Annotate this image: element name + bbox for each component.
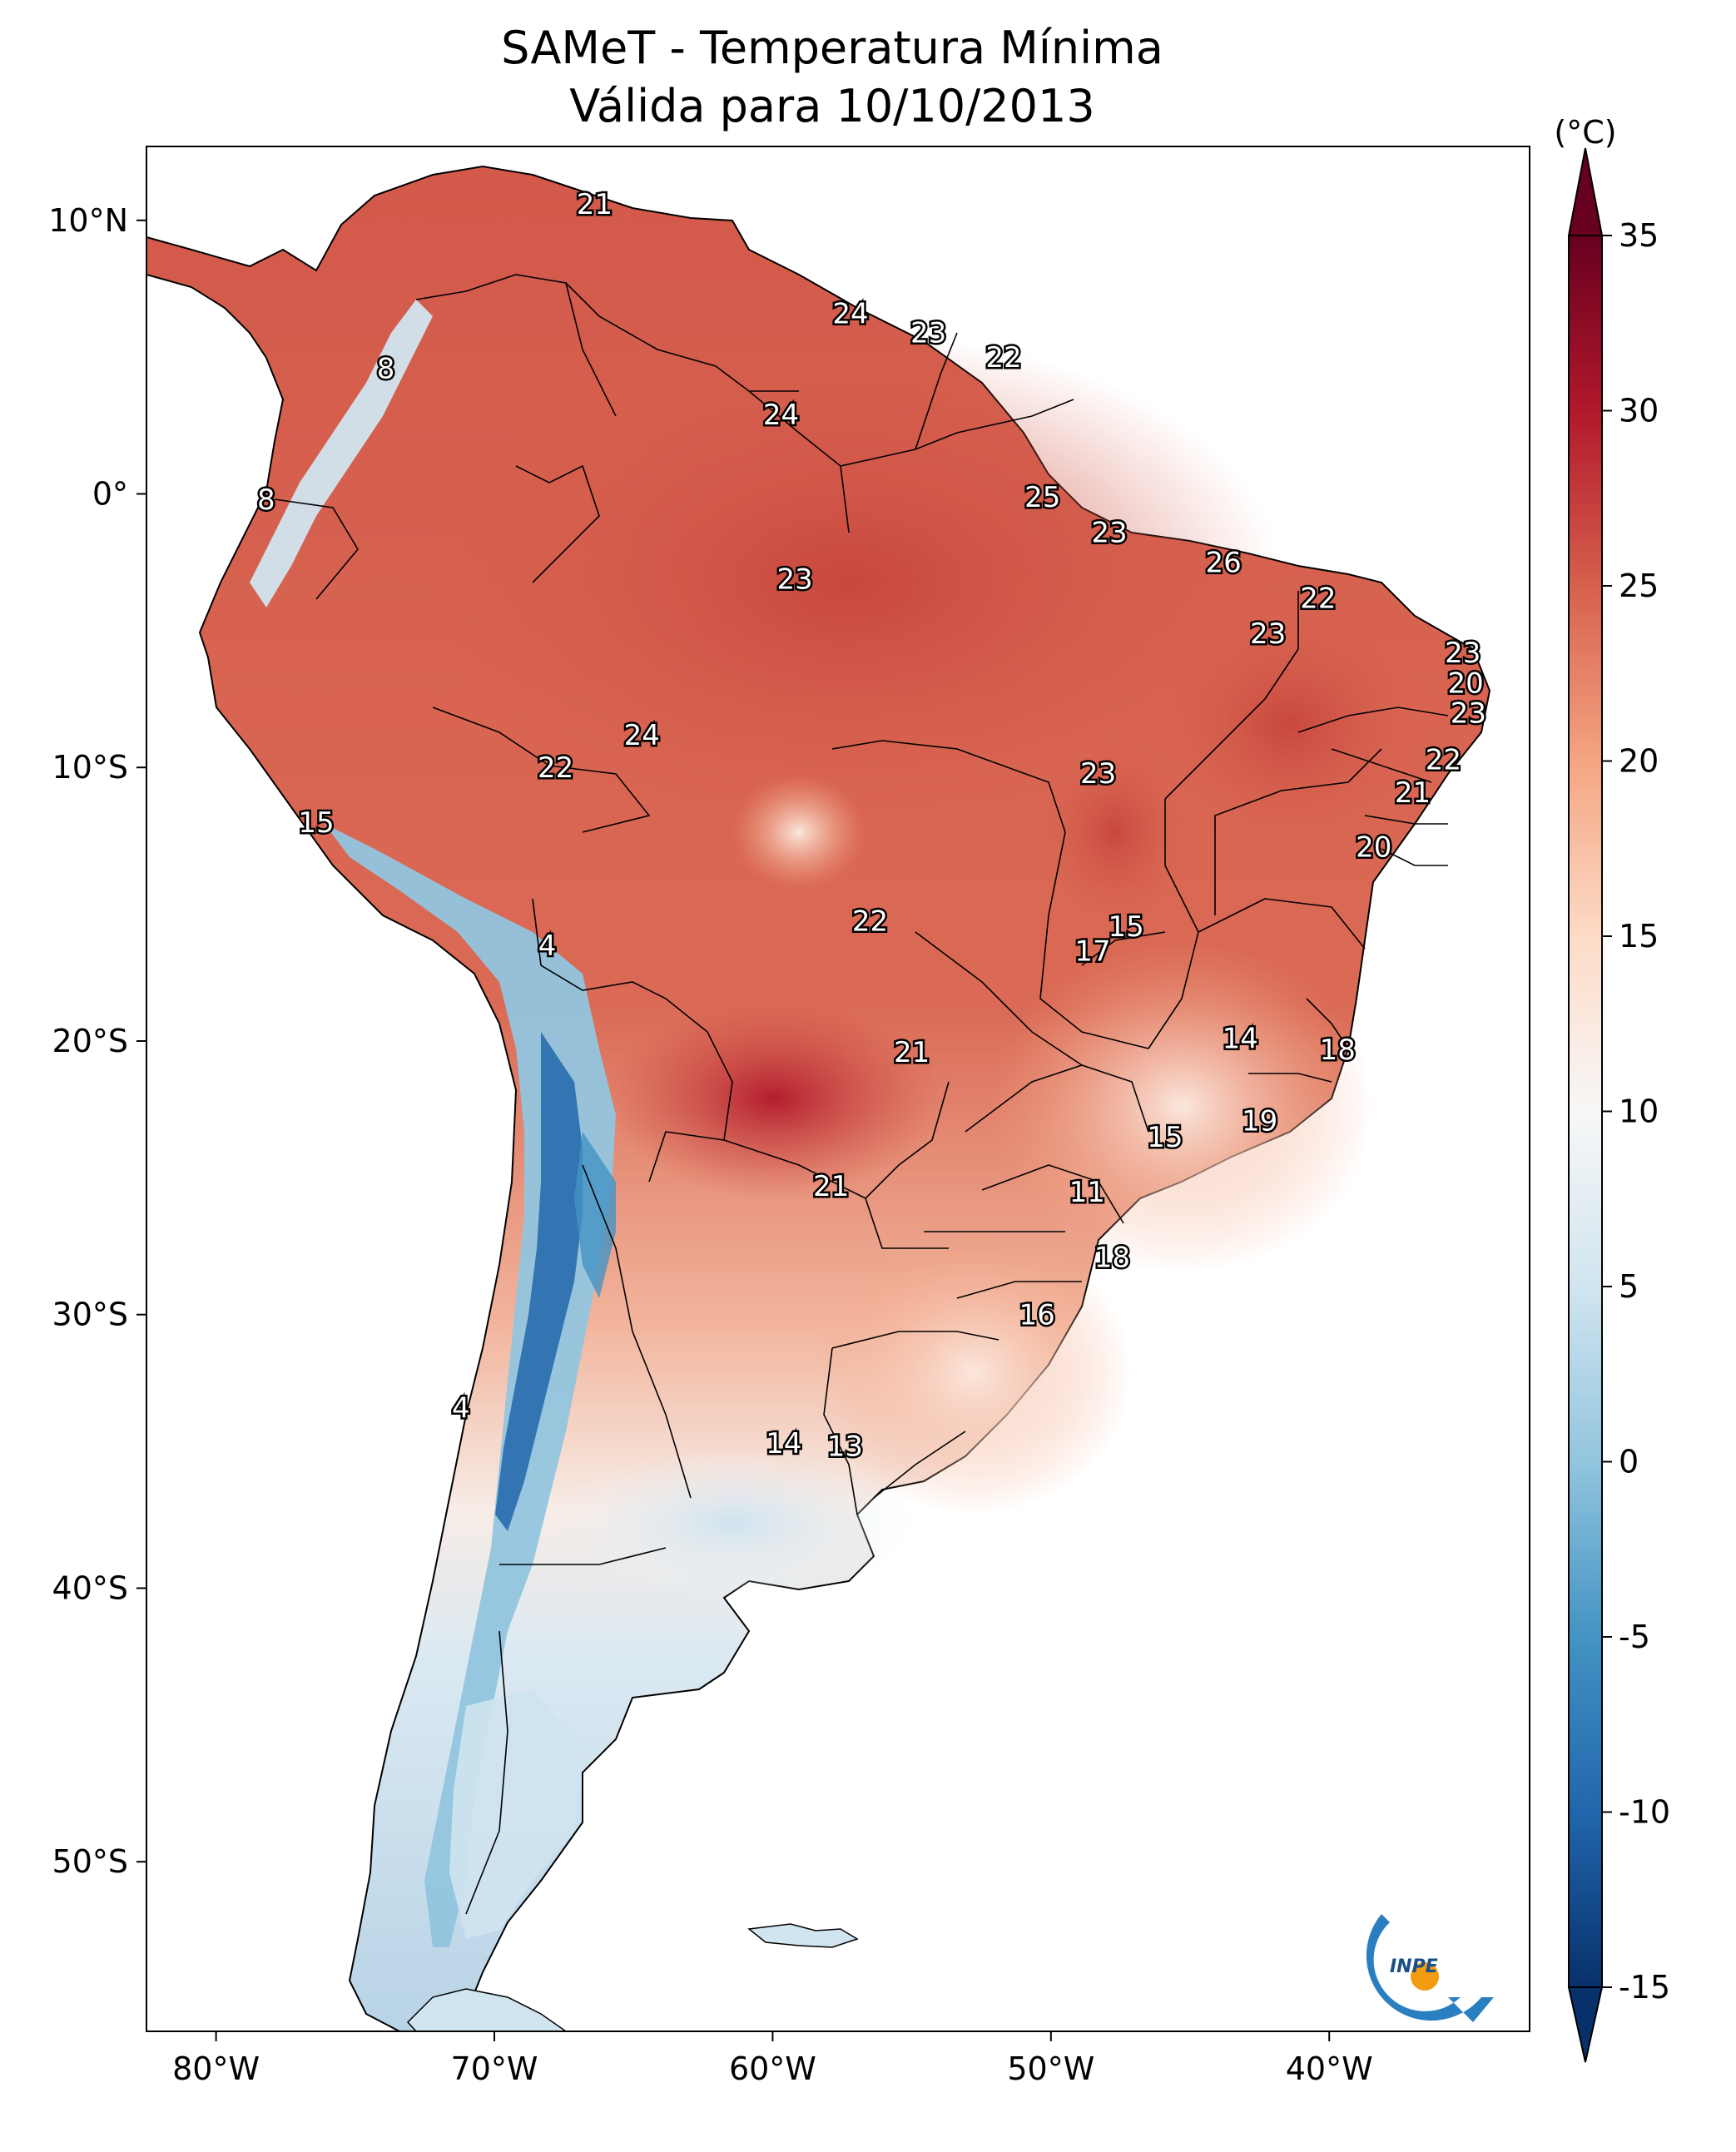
- station-value-label: 20: [1356, 831, 1391, 865]
- temperature-field: [146, 165, 1491, 2031]
- colorbar-tick-label: 25: [1619, 568, 1659, 604]
- station-value-label: 14: [1223, 1023, 1258, 1056]
- lat-tick-label: 0°: [92, 475, 128, 512]
- colorbar-tick-label: 10: [1619, 1093, 1659, 1130]
- station-value-label: 24: [624, 719, 660, 752]
- lon-tick-label: 70°W: [451, 2050, 538, 2087]
- colorbar-tick-label: 15: [1619, 918, 1659, 955]
- colorbar-tick-label: -15: [1619, 1969, 1670, 2006]
- station-value-label: 18: [1320, 1034, 1356, 1067]
- station-value-label: 22: [1300, 582, 1336, 615]
- station-value-label: 24: [763, 399, 799, 432]
- station-value-label: 4: [452, 1391, 470, 1425]
- station-value-label: 21: [894, 1036, 930, 1069]
- station-value-label: 22: [538, 751, 573, 785]
- station-value-label: 17: [1074, 935, 1110, 968]
- colorbar-ticks: 35 30 25 20 15 10 5 0 -5 -10 -15: [1602, 217, 1670, 2006]
- colorbar-tick-label: 0: [1619, 1444, 1639, 1480]
- station-value-label: 23: [1080, 757, 1116, 791]
- inpe-logo: INPE: [1366, 1914, 1494, 2022]
- station-value-label: 15: [1147, 1121, 1183, 1154]
- station-value-label: 8: [377, 352, 395, 385]
- station-value-label: 22: [985, 341, 1021, 374]
- station-value-label: 22: [1426, 743, 1461, 776]
- lon-tick-label: 80°W: [172, 2050, 260, 2087]
- station-value-label: 15: [1108, 910, 1143, 944]
- inpe-logo-text: INPE: [1390, 1956, 1438, 1977]
- colorbar-tick-label: -5: [1619, 1619, 1650, 1655]
- longitude-axis: 80°W 70°W 60°W 50°W 40°W: [172, 2031, 1373, 2087]
- station-value-label: 4: [538, 930, 557, 963]
- colorbar-tick-label: -10: [1619, 1794, 1670, 1831]
- colorbar-tick-label: 20: [1619, 743, 1659, 780]
- station-value-label: 22: [852, 905, 888, 938]
- map-title: SAMeT - Temperatura Mínima: [501, 22, 1163, 74]
- lon-tick-label: 60°W: [729, 2050, 816, 2087]
- lat-tick-label: 10°N: [48, 202, 128, 239]
- colorbar-tick-label: 30: [1619, 393, 1659, 429]
- colorbar-top-triangle: [1567, 147, 1604, 236]
- station-value-label: 16: [1019, 1299, 1054, 1332]
- lat-tick-label: 20°S: [52, 1023, 128, 1059]
- station-value-label: 15: [298, 806, 334, 840]
- colorbar-unit-label: (°C): [1554, 114, 1616, 151]
- station-value-label: 19: [1242, 1104, 1277, 1138]
- station-value-label: 23: [1091, 517, 1127, 550]
- station-value-label: 23: [1250, 617, 1286, 651]
- station-value-label: 14: [766, 1427, 801, 1460]
- station-value-label: 23: [910, 317, 946, 350]
- colorbar-tick-label: 35: [1619, 217, 1659, 254]
- colorbar-bottom-triangle: [1567, 1986, 1604, 2063]
- station-value-label: 24: [832, 298, 868, 331]
- station-value-label: 18: [1094, 1242, 1130, 1275]
- station-value-label: 23: [1451, 697, 1486, 730]
- lat-tick-label: 30°S: [52, 1297, 128, 1333]
- latitude-axis: 10°N 0° 10°S 20°S 30°S 40°S 50°S: [48, 202, 146, 1880]
- lon-tick-label: 40°W: [1286, 2050, 1373, 2087]
- station-value-label: 13: [827, 1431, 863, 1464]
- map-subtitle: Válida para 10/10/2013: [569, 80, 1095, 132]
- colorbar-bar: [1568, 235, 1603, 1988]
- colorbar-tick-label: 5: [1619, 1268, 1639, 1305]
- station-value-label: 23: [777, 563, 813, 596]
- station-value-label: 26: [1206, 547, 1242, 580]
- station-value-label: 20: [1447, 667, 1483, 700]
- map-frame: [146, 146, 1530, 2032]
- station-value-label: 23: [1445, 637, 1481, 670]
- station-value-label: 11: [1069, 1176, 1105, 1209]
- station-value-label: 21: [577, 188, 613, 221]
- station-value-label: 21: [1395, 776, 1431, 810]
- lat-tick-label: 40°S: [52, 1569, 128, 1606]
- lon-tick-label: 50°W: [1007, 2050, 1094, 2087]
- lat-tick-label: 50°S: [52, 1843, 128, 1880]
- colorbar: (°C) 35 30 25 20 15 10 5 0 -5 -10 -15: [1554, 114, 1670, 2063]
- lat-tick-label: 10°S: [52, 749, 128, 786]
- station-value-label: 25: [1024, 481, 1060, 514]
- station-value-label: 8: [257, 483, 275, 517]
- station-value-label: 21: [813, 1170, 849, 1203]
